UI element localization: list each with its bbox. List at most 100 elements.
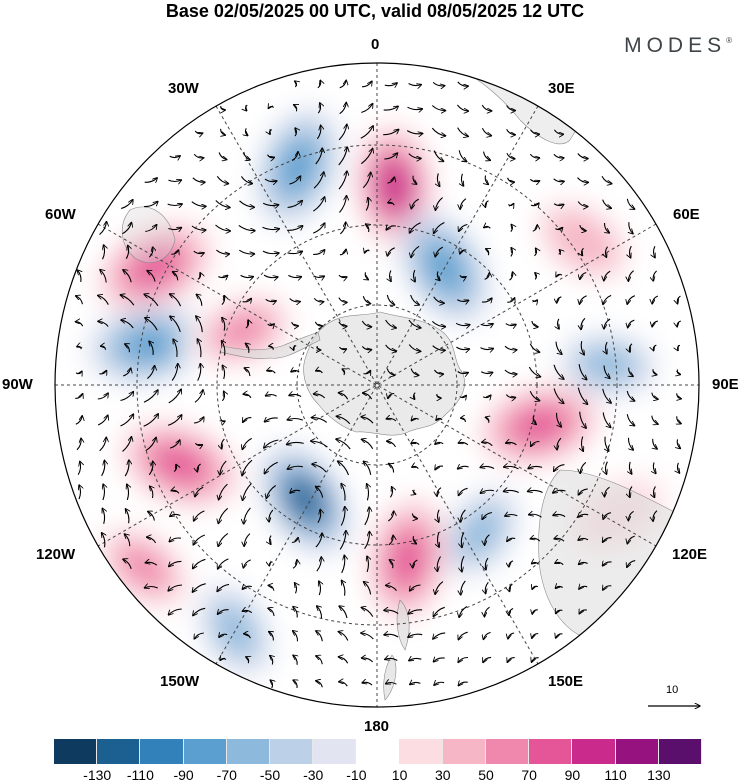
brand-name: MODES bbox=[624, 34, 727, 57]
wind-vector bbox=[312, 464, 327, 473]
wind-vector bbox=[555, 227, 562, 229]
wind-vector bbox=[339, 222, 345, 235]
wind-vector bbox=[508, 632, 515, 639]
wind-vector bbox=[529, 514, 542, 518]
wind-vector bbox=[408, 634, 423, 637]
wind-vector bbox=[339, 606, 348, 619]
wind-vector bbox=[120, 414, 134, 427]
wind-vector bbox=[197, 363, 201, 381]
wind-vector bbox=[408, 153, 421, 159]
wind-vector bbox=[387, 441, 396, 448]
lon-label-150w: 150W bbox=[160, 673, 200, 690]
wind-vector bbox=[238, 224, 255, 230]
wind-vector bbox=[504, 466, 519, 470]
wind-vector bbox=[360, 148, 372, 165]
wind-vector bbox=[363, 461, 372, 475]
wind-vector bbox=[262, 202, 279, 205]
wind-vector bbox=[604, 270, 611, 281]
wind-vector bbox=[361, 658, 374, 663]
wind-vector bbox=[435, 442, 444, 444]
wind-vector bbox=[437, 556, 441, 572]
wind-vector bbox=[459, 223, 468, 232]
wind-vector bbox=[481, 298, 492, 302]
brand-mark: ® bbox=[726, 36, 732, 45]
wind-vector bbox=[242, 298, 252, 301]
wind-vector bbox=[361, 104, 372, 114]
wind-vector bbox=[485, 175, 488, 185]
wind-vector bbox=[485, 557, 489, 570]
wind-vector bbox=[169, 294, 182, 307]
wind-vector bbox=[311, 418, 328, 423]
wind-vector bbox=[601, 176, 612, 183]
wind-vector bbox=[244, 368, 251, 377]
wind-vector bbox=[603, 294, 612, 304]
colorbar-swatch bbox=[97, 739, 141, 764]
wind-vector bbox=[554, 538, 565, 542]
wind-vector bbox=[555, 562, 564, 566]
wind-vector bbox=[191, 201, 206, 207]
wind-vector bbox=[120, 200, 133, 210]
wind-vector bbox=[485, 417, 489, 423]
wind-vector bbox=[336, 416, 351, 425]
wind-vector bbox=[77, 270, 81, 283]
lon-label-60w: 60W bbox=[45, 206, 76, 223]
wind-vector bbox=[295, 81, 297, 88]
wind-vector bbox=[268, 106, 275, 108]
anomaly-blob bbox=[279, 141, 316, 193]
lon-label-60e: 60E bbox=[673, 206, 700, 223]
wind-vector bbox=[554, 464, 565, 472]
wind-vector bbox=[553, 129, 563, 134]
wind-vector bbox=[458, 657, 468, 662]
wind-vector bbox=[197, 463, 201, 472]
anomaly-blob bbox=[130, 247, 180, 287]
wind-vector bbox=[262, 226, 280, 229]
wind-vector bbox=[363, 582, 372, 595]
wind-vector bbox=[313, 394, 326, 399]
wind-vector bbox=[317, 103, 320, 114]
lon-label-30w: 30W bbox=[168, 80, 199, 97]
wind-vector bbox=[677, 393, 682, 399]
colorbar-swatch bbox=[183, 739, 227, 764]
wind-vector bbox=[243, 394, 252, 399]
wind-vector bbox=[602, 388, 612, 403]
wind-vector bbox=[386, 585, 397, 591]
wind-vector bbox=[264, 439, 279, 448]
colorbar-ticks: -130 -110 -90 -70 -50 -30 -10 10 30 50 70 90 110 130 bbox=[0, 767, 750, 783]
wind-vector bbox=[532, 610, 538, 614]
wind-vector bbox=[461, 532, 465, 547]
wind-vector bbox=[435, 246, 444, 257]
wind-vector bbox=[578, 514, 589, 517]
wind-vector bbox=[168, 608, 182, 615]
wind-vector bbox=[341, 555, 345, 574]
wind-vector bbox=[627, 437, 633, 450]
wind-vector bbox=[242, 586, 252, 589]
wind-vector bbox=[532, 586, 539, 589]
wind-vector bbox=[432, 81, 445, 85]
wind-vector bbox=[553, 490, 566, 493]
lon-label-180: 180 bbox=[364, 718, 390, 735]
wind-vector bbox=[532, 300, 538, 302]
wind-vector bbox=[457, 299, 468, 302]
wind-vector bbox=[146, 537, 157, 544]
wind-vector bbox=[339, 346, 347, 349]
colorbar-tick-label: -50 bbox=[259, 767, 281, 783]
wind-vector bbox=[121, 320, 134, 329]
wind-vector bbox=[507, 538, 516, 541]
wind-vector bbox=[365, 250, 370, 253]
wind-vector bbox=[77, 346, 82, 350]
wind-vector bbox=[653, 462, 656, 473]
wind-vector bbox=[125, 245, 128, 259]
wind-vector bbox=[75, 371, 82, 373]
wind-vector bbox=[677, 439, 680, 448]
wind-vector bbox=[240, 176, 252, 183]
wind-vector bbox=[505, 323, 516, 326]
wind-vector bbox=[605, 246, 608, 258]
wind-vector bbox=[338, 274, 347, 277]
wind-vector bbox=[338, 393, 349, 400]
wind-vector bbox=[262, 250, 279, 254]
wind-vector bbox=[653, 486, 656, 497]
wind-vector bbox=[387, 177, 395, 184]
wind-vector bbox=[677, 416, 681, 423]
wind-vector bbox=[147, 271, 156, 282]
wind-vector bbox=[579, 610, 587, 614]
